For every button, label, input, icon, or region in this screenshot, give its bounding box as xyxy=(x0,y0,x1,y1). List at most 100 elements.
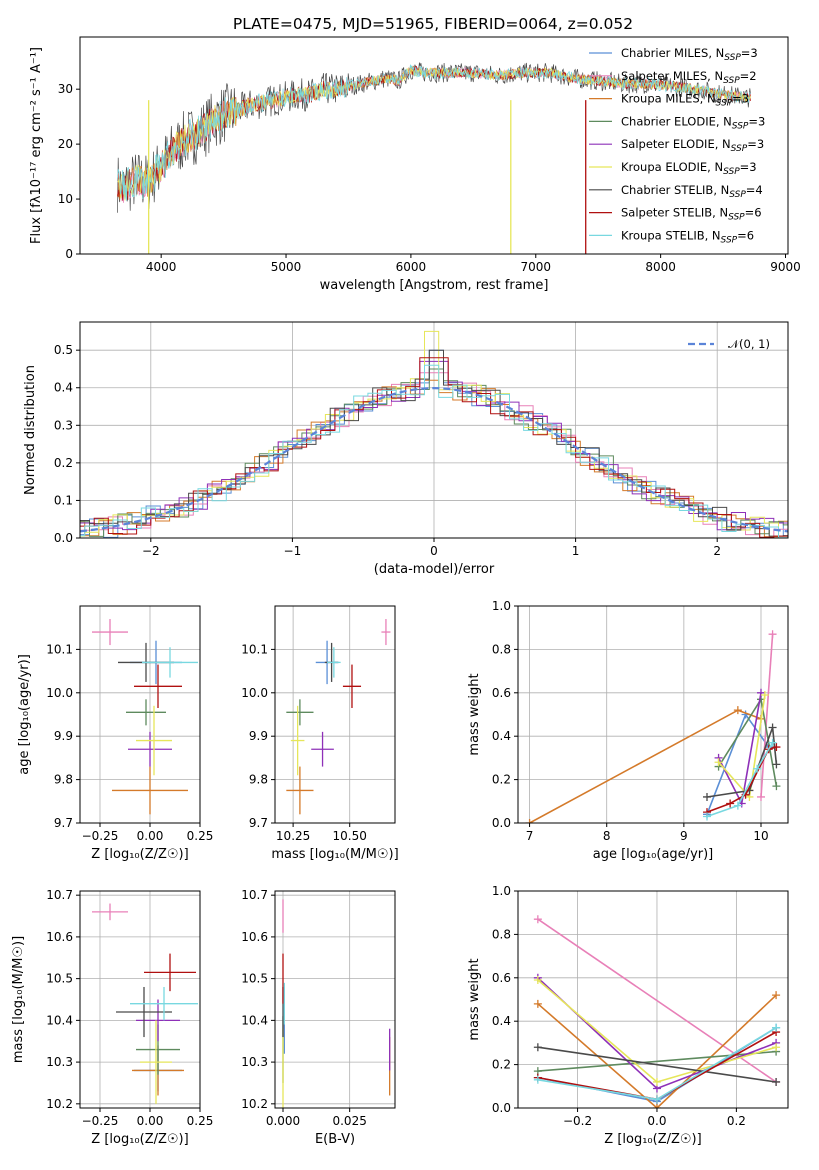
y-tick-label: 1.0 xyxy=(492,884,511,898)
plot-area xyxy=(92,903,198,1104)
legend-entry: Salpeter MILES, NSSP=2 xyxy=(621,69,757,86)
x-tick-label: −0.25 xyxy=(82,1114,119,1128)
y-tick-label: 10.5 xyxy=(241,972,268,986)
y-tick-label: 0.2 xyxy=(492,773,511,787)
hist-step xyxy=(80,364,788,538)
y-tick-label: 0.6 xyxy=(492,971,511,985)
legend-entry: Salpeter ELODIE, NSSP=3 xyxy=(621,137,764,154)
x-axis-label: age [log₁₀(age/yr)] xyxy=(593,847,714,862)
axes-frame xyxy=(79,890,201,1109)
x-tick-label: 10 xyxy=(753,829,768,843)
y-tick-label: 0.2 xyxy=(492,1058,511,1072)
y-tick-label: 0 xyxy=(65,247,73,261)
series-line xyxy=(706,742,774,818)
legend-entry: Chabrier MILES, NSSP=3 xyxy=(621,46,758,63)
axes-frame xyxy=(79,321,789,539)
y-tick-label: 10.1 xyxy=(46,642,73,656)
series-marker xyxy=(760,690,769,699)
series-marker xyxy=(652,1077,661,1086)
y-tick-label: 10.7 xyxy=(241,888,268,902)
y-tick-label: 0.4 xyxy=(54,381,73,395)
series-line xyxy=(537,994,777,1108)
series-marker xyxy=(533,999,542,1008)
y-axis-label: mass weight xyxy=(467,958,482,1040)
x-axis-label: (data-model)/error xyxy=(374,562,495,577)
y-tick-label: 10.2 xyxy=(241,1097,268,1111)
y-axis-label: Normed distribution xyxy=(23,365,38,495)
plot-area xyxy=(117,62,751,254)
axes-frame xyxy=(517,890,789,1109)
y-tick-label: 10.2 xyxy=(46,1097,73,1111)
legend-entry: Chabrier ELODIE, NSSP=3 xyxy=(621,114,765,131)
x-axis-label: Z [log₁₀(Z/Z☉)] xyxy=(91,847,188,862)
panel-mass-vs-ebv: 0.000 0.025 10.2 10.3 10.4 10.5 10.6 10.7 E(B-V) xyxy=(241,888,396,1147)
y-tick-label: 20 xyxy=(58,137,73,151)
y-axis-label: mass weight xyxy=(467,673,482,755)
axes-frame xyxy=(79,605,201,824)
x-tick-label: 0.025 xyxy=(332,1114,366,1128)
y-tick-label: 1.0 xyxy=(492,599,511,613)
series-marker xyxy=(652,1104,661,1108)
series-marker xyxy=(772,1077,781,1086)
y-tick-label: 10.0 xyxy=(241,686,268,700)
y-tick-label: 10.4 xyxy=(46,1013,73,1027)
y-tick-label: 10 xyxy=(58,192,73,206)
y-tick-label: 10.5 xyxy=(46,972,73,986)
x-tick-label: 0.25 xyxy=(187,829,214,843)
y-axis-label: Flux [fλ10⁻¹⁷ erg cm⁻² s⁻¹ A⁻¹] xyxy=(29,47,44,244)
series-marker xyxy=(768,738,777,747)
series-marker xyxy=(733,706,742,715)
y-tick-label: 0.5 xyxy=(54,343,73,357)
x-tick-label: 9000 xyxy=(770,260,801,274)
x-tick-label: 8000 xyxy=(645,260,676,274)
series-marker xyxy=(714,758,723,767)
legend-entry: Salpeter STELIB, NSSP=6 xyxy=(621,206,762,223)
hist-step xyxy=(80,349,788,537)
hist-step xyxy=(80,368,788,537)
series-marker xyxy=(533,975,542,984)
panel-spectrum: 4000 5000 6000 7000 8000 9000 0 10 20 30 wavelengt… xyxy=(29,36,801,293)
y-tick-label: 9.7 xyxy=(54,816,73,830)
x-axis-label: Z [log₁₀(Z/Z☉)] xyxy=(91,1132,188,1147)
series-marker xyxy=(772,1043,781,1052)
axes-frame xyxy=(274,890,396,1109)
series-marker xyxy=(772,760,781,769)
legend-spectrum: Chabrier MILES, NSSP=3 Salpeter MILES, NS… xyxy=(589,46,765,245)
plot-area xyxy=(282,899,391,1108)
y-tick-label: 10.4 xyxy=(241,1013,268,1027)
panel-mw-vs-age: 7 8 9 10 0.0 0.2 0.4 0.6 0.8 1.0 age [log₁₀(age/yr… xyxy=(467,599,789,862)
y-tick-label: 9.7 xyxy=(249,816,268,830)
x-tick-label: 0.00 xyxy=(137,1114,164,1128)
series-marker xyxy=(703,812,711,821)
y-tick-label: 0.4 xyxy=(492,729,511,743)
axes-frame xyxy=(274,605,396,824)
y-tick-label: 9.8 xyxy=(249,773,268,787)
legend-entry: Kroupa STELIB, NSSP=6 xyxy=(621,228,754,245)
y-tick-label: 9.9 xyxy=(54,729,73,743)
series-marker xyxy=(525,819,534,823)
y-tick-label: 10.6 xyxy=(241,930,268,944)
y-tick-label: 0.8 xyxy=(492,927,511,941)
series-line xyxy=(706,727,778,798)
y-tick-label: 10.1 xyxy=(241,642,268,656)
x-tick-label: −0.25 xyxy=(82,829,119,843)
series-marker xyxy=(768,630,777,639)
x-tick-label: 0.0 xyxy=(647,1114,666,1128)
x-tick-label: −2 xyxy=(142,544,160,558)
y-tick-label: 0.2 xyxy=(54,456,73,470)
panel-mw-vs-Z: −0.2 0.0 0.2 0.0 0.2 0.4 0.6 0.8 1.0 Z [log₁₀(Z/Z… xyxy=(467,884,789,1147)
x-tick-label: 0.2 xyxy=(727,1114,746,1128)
hist-step xyxy=(80,360,788,535)
x-tick-label: 1 xyxy=(572,544,580,558)
panel-age-vs-Z: −0.25 0.00 0.25 9.7 9.8 9.9 10.0 10.1 Z [log₁₀(Z… xyxy=(17,605,214,862)
y-tick-label: 0.6 xyxy=(492,686,511,700)
x-tick-label: −0.2 xyxy=(563,1114,592,1128)
series-marker xyxy=(703,792,711,801)
series-marker xyxy=(753,764,762,773)
x-tick-label: 8 xyxy=(603,829,611,843)
y-tick-label: 10.6 xyxy=(46,930,73,944)
y-tick-label: 0.8 xyxy=(492,642,511,656)
legend-entry: 𝒩(0, 1) xyxy=(728,337,770,351)
y-tick-label: 10.0 xyxy=(46,686,73,700)
